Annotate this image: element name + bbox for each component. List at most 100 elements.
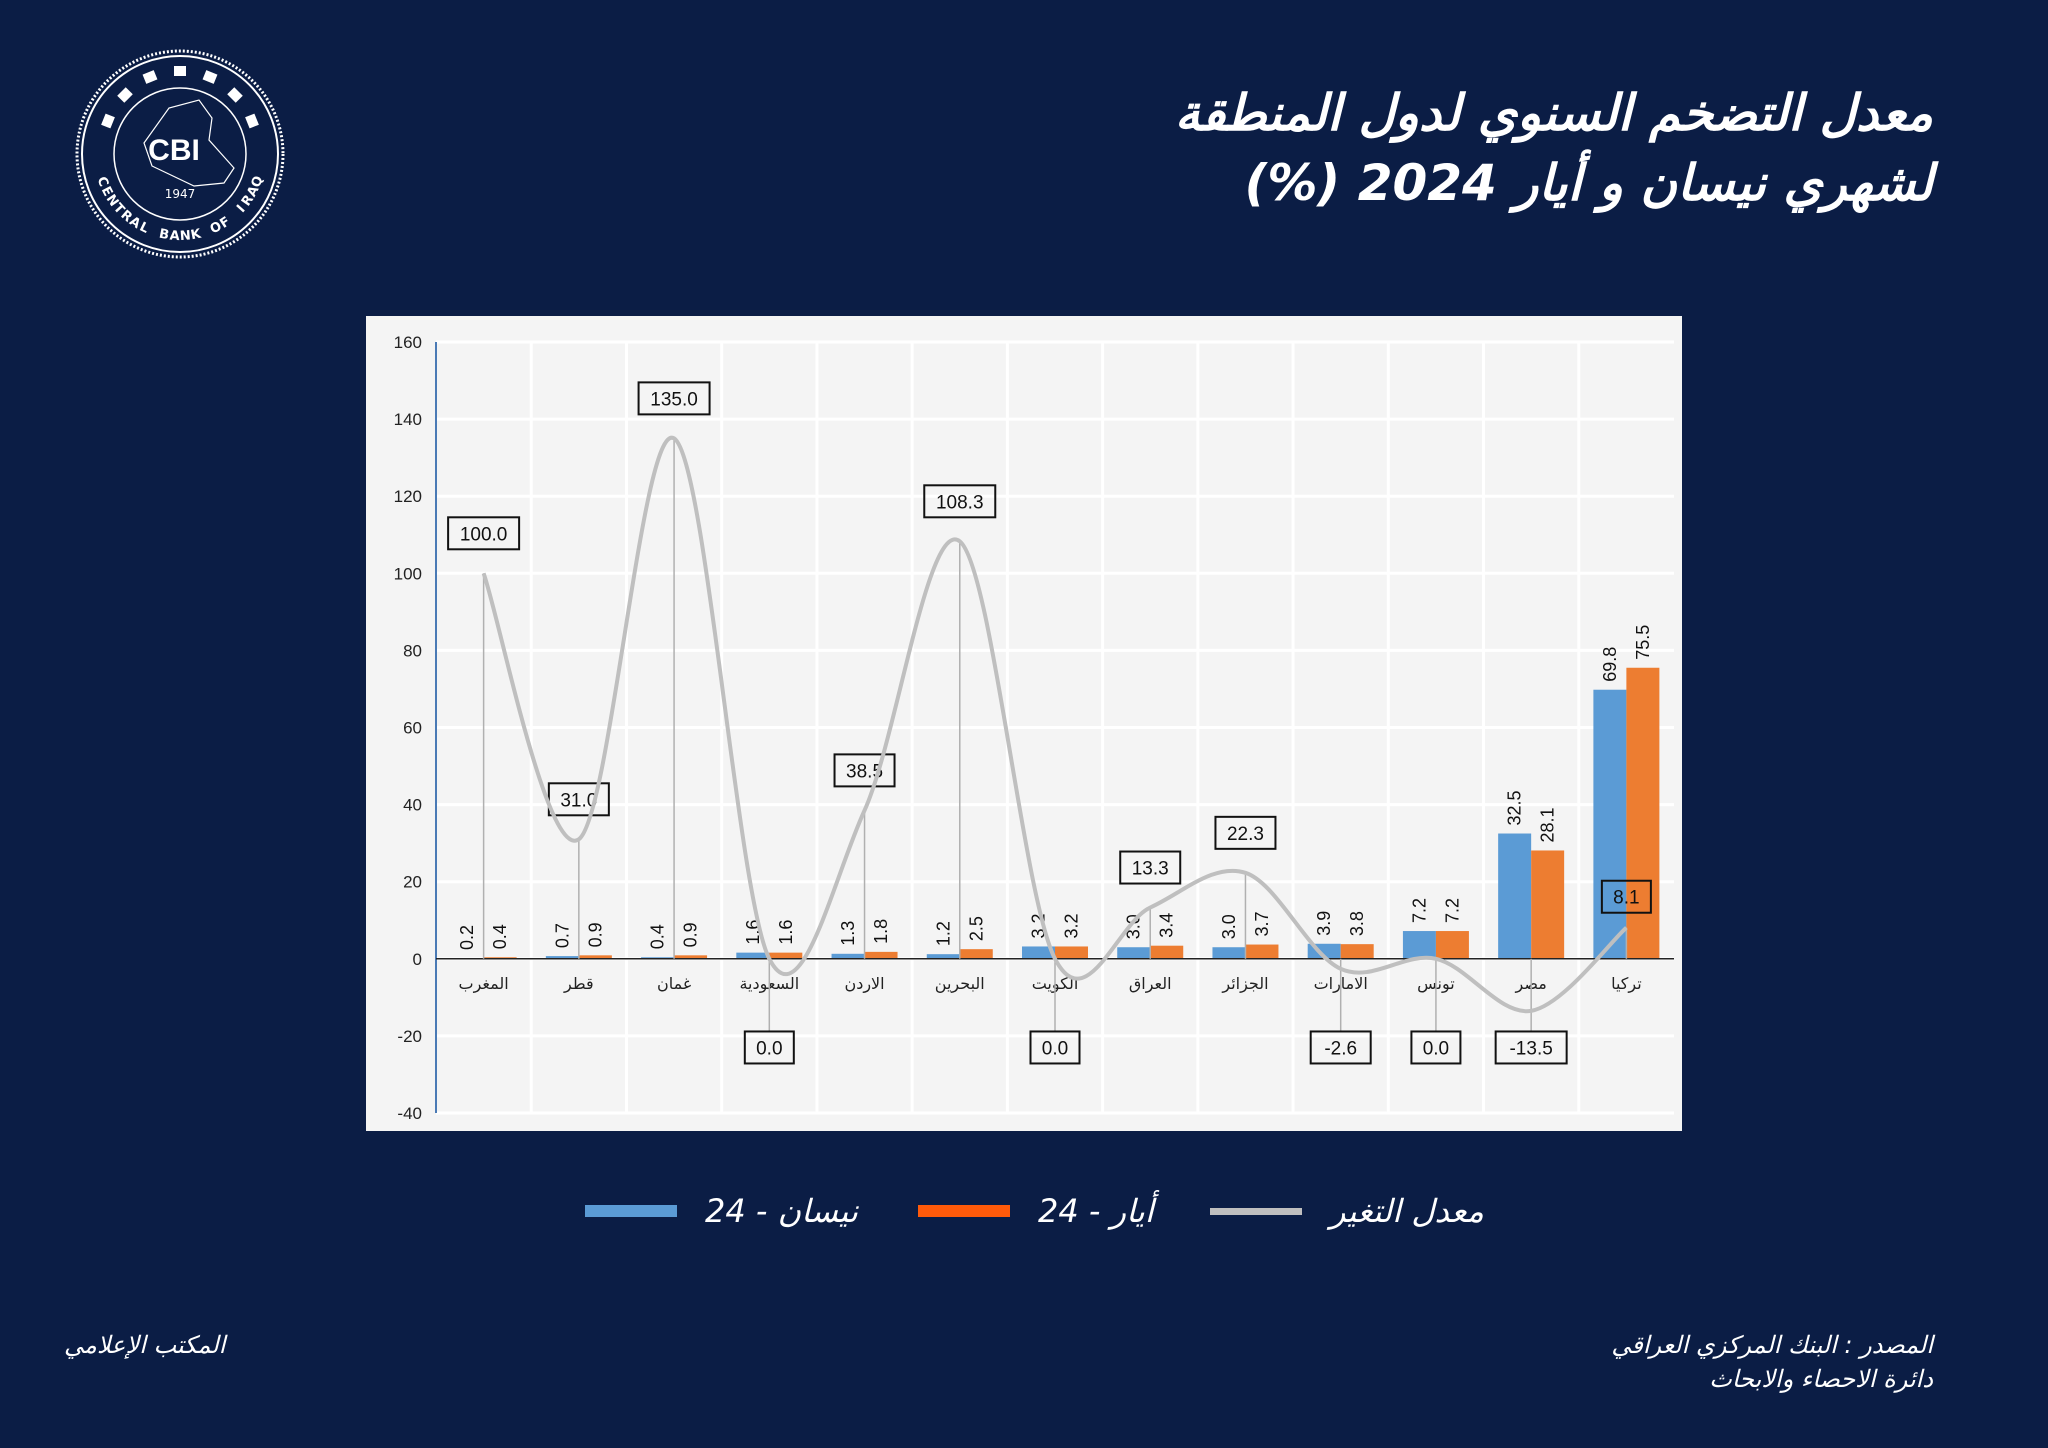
page-title: معدل التضخم السنوي لدول المنطقة لشهري ني… [1175,78,1933,218]
y-tick-label: 120 [394,487,422,506]
logo-ring-letter: A [169,229,180,245]
change-label-box [1214,815,1277,850]
source-line-1: المصدر : البنك المركزي العراقي [1611,1331,1933,1359]
legend-swatch-change [1210,1207,1302,1215]
change-label: 31.0 [560,790,597,811]
bar-april [641,957,675,959]
bar-may [864,951,898,959]
inflation-chart: 160 140 120 100 80 60 40 20 0 -20 -40 0.2 0.7 0.4 1.6 1… [394,333,1674,1123]
bar-may [674,955,708,959]
y-tick-label: -40 [397,1104,422,1123]
bar-may-label: 2.5 [966,916,986,941]
bar-april [1022,946,1055,959]
bar-april-label: 32.5 [1505,790,1525,825]
change-label: 22.3 [1227,824,1264,845]
change-label-box [1600,879,1652,914]
change-label-box [1410,1030,1462,1065]
change-label: 0.0 [1423,1038,1449,1059]
logo-gear-teeth [101,66,259,129]
bar-may-label: 0.9 [585,922,605,947]
change-label: 13.3 [1132,859,1169,880]
bar-april [1117,947,1151,959]
bar-may-label: 3.2 [1062,913,1082,938]
logo-inner-ring [113,87,247,221]
bar-april [831,953,865,959]
y-tick-label: 40 [403,796,422,815]
bar-may [1055,946,1088,959]
logo-ring-letter: K [189,226,203,243]
bar-may [1435,931,1469,959]
bar-may-label: 75.5 [1633,625,1653,660]
y-tick-label: 20 [403,873,422,892]
logo-text: CBI [148,134,200,167]
change-label-box [743,1030,795,1065]
y-tick-label: 100 [394,564,422,583]
logo-ring-letter: Q [249,174,267,189]
change-label-box [447,516,521,551]
legend-item-april: نيسان - 24 [585,1192,858,1230]
bar-april-label: 69.8 [1600,647,1620,682]
change-label-box [833,753,896,788]
change-label: 135.0 [650,389,698,410]
bar-may [1245,944,1279,959]
legend-label-may: أيار - 24 [1038,1192,1154,1230]
bar-may-label: 1.8 [871,919,891,944]
change-label: 100.0 [460,524,508,545]
bar-may-label: 28.1 [1538,807,1558,842]
bar-may-label: 3.7 [1252,912,1272,937]
change-label: 0.0 [1042,1038,1068,1059]
legend-label-april: نيسان - 24 [705,1192,858,1230]
x-tick-label: المغرب [459,974,509,994]
bar-may [1531,850,1565,959]
bar-may-label: 0.4 [490,924,510,949]
bar-april-label: 3.9 [1314,911,1334,936]
legend-label-change: معدل التغير [1330,1192,1484,1230]
y-tick-label: -20 [397,1027,422,1046]
x-tick-label: الجزائر [1221,974,1268,994]
bar-april-label: 0.2 [457,925,477,950]
bar-may [769,952,803,959]
y-tick-label: 60 [403,719,422,738]
logo-ring-letter: B [158,227,171,244]
bar-april-label: 0.4 [648,924,668,949]
bar-may-label: 3.4 [1157,913,1177,938]
bar-april [736,952,770,959]
bar-may [1626,667,1660,959]
bar-april-label: 3.0 [1124,914,1144,939]
bar-may-label: 7.2 [1442,898,1462,923]
bar-april [545,956,579,959]
chart-legend: معدل التغير أيار - 24 نيسان - 24 [0,1192,2048,1242]
bar-april [1402,931,1436,959]
footer-media-office: المكتب الإعلامي [64,1331,226,1359]
bar-may [959,949,993,959]
logo-ring-letter: N [179,228,191,244]
logo-ring [81,55,279,253]
bar-may [483,957,517,959]
x-tick-label: تركيا [1611,974,1642,994]
x-tick-label: الاردن [844,974,884,994]
bar-april [1212,947,1246,959]
legend-item-change: معدل التغير [1210,1192,1484,1230]
change-label: 8.1 [1613,888,1639,909]
bar-may-label: 3.8 [1347,911,1367,936]
change-label-box [1309,1030,1372,1065]
bar-may [1150,945,1184,959]
bar-may-label: 0.9 [681,922,701,947]
change-label-box [923,484,997,519]
bar-april [926,954,960,959]
logo-ring-letter: C [94,175,111,189]
logo-outer-ring [75,49,285,259]
y-tick-label: 80 [403,641,422,660]
bar-april-label: 3.0 [1219,914,1239,939]
bar-april-label: 0.7 [552,923,572,948]
y-tick-label: 160 [394,333,422,352]
y-tick-label: 140 [394,410,422,429]
bar-may-label: 1.6 [776,920,796,945]
legend-swatch-may [918,1205,1010,1217]
change-label-box [1494,1030,1568,1065]
chart-panel: 160 140 120 100 80 60 40 20 0 -20 -40 0.2 0.7 0.4 1.6 1… [366,316,1682,1131]
bar-april-label: 1.3 [838,921,858,946]
bar-april [1593,689,1627,959]
